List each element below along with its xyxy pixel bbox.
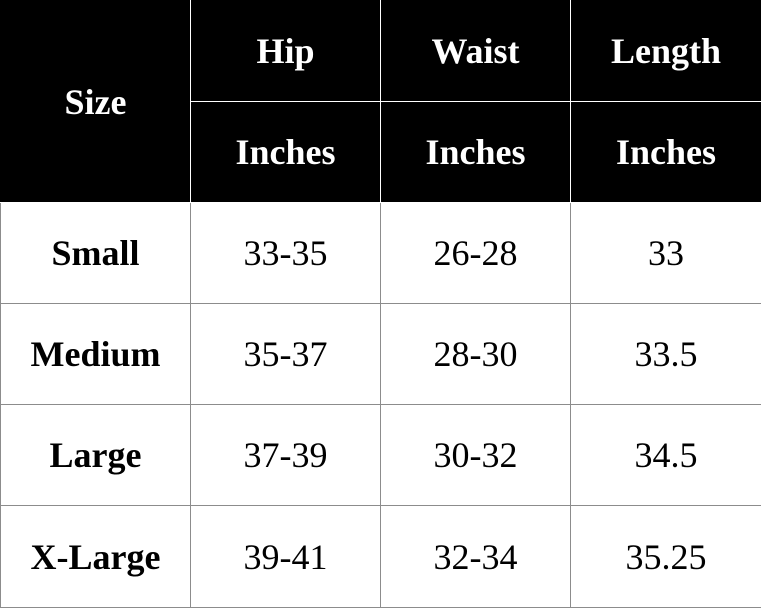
table-row-medium: Medium 35-37 28-30 33.5	[1, 304, 761, 405]
length-value: 33.5	[571, 304, 761, 405]
waist-value: 26-28	[381, 203, 571, 304]
hip-unit-header: Inches	[191, 102, 381, 203]
size-label: Small	[1, 203, 191, 304]
hip-value: 37-39	[191, 405, 381, 506]
length-value: 33	[571, 203, 761, 304]
size-label: X-Large	[1, 506, 191, 608]
length-value: 35.25	[571, 506, 761, 608]
table-header: Size Hip Waist Length Inches Inches Inch…	[1, 1, 761, 203]
hip-value: 33-35	[191, 203, 381, 304]
table-row-large: Large 37-39 30-32 34.5	[1, 405, 761, 506]
length-column-header: Length	[571, 1, 761, 102]
table-row-x-large: X-Large 39-41 32-34 35.25	[1, 506, 761, 608]
waist-column-header: Waist	[381, 1, 571, 102]
table-body: Small 33-35 26-28 33 Medium 35-37 28-30 …	[1, 203, 761, 608]
length-value: 34.5	[571, 405, 761, 506]
waist-unit-header: Inches	[381, 102, 571, 203]
waist-value: 28-30	[381, 304, 571, 405]
length-unit-header: Inches	[571, 102, 761, 203]
header-row-measurements: Size Hip Waist Length	[1, 1, 761, 102]
size-label: Medium	[1, 304, 191, 405]
hip-value: 35-37	[191, 304, 381, 405]
size-label: Large	[1, 405, 191, 506]
size-column-header: Size	[1, 1, 191, 203]
waist-value: 32-34	[381, 506, 571, 608]
hip-column-header: Hip	[191, 1, 381, 102]
table-row-small: Small 33-35 26-28 33	[1, 203, 761, 304]
waist-value: 30-32	[381, 405, 571, 506]
hip-value: 39-41	[191, 506, 381, 608]
